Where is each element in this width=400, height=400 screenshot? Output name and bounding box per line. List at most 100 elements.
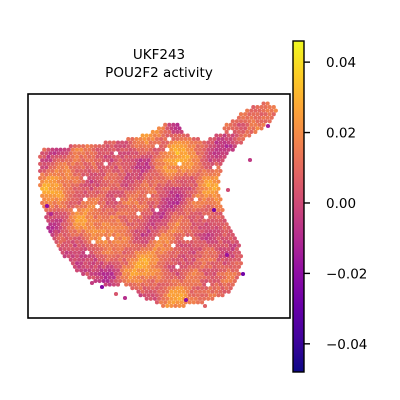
spot xyxy=(181,282,186,287)
spot xyxy=(175,151,180,156)
spot xyxy=(101,179,106,184)
spot xyxy=(200,144,205,149)
spot xyxy=(52,151,57,156)
spot xyxy=(122,158,127,163)
spot xyxy=(52,186,57,191)
spot xyxy=(173,296,178,301)
spot xyxy=(81,200,86,205)
spot xyxy=(120,176,125,181)
spot xyxy=(193,154,198,159)
spot xyxy=(120,161,125,166)
spot xyxy=(111,176,116,181)
spot xyxy=(146,172,151,177)
spot xyxy=(163,300,168,305)
spot xyxy=(50,161,55,166)
spot xyxy=(208,208,213,213)
spot xyxy=(185,289,190,294)
spot xyxy=(150,193,155,198)
spot xyxy=(195,236,200,241)
spot xyxy=(138,179,143,184)
spot xyxy=(226,275,231,280)
spot xyxy=(253,108,258,113)
spot xyxy=(179,165,184,170)
spot xyxy=(253,122,258,127)
spot xyxy=(187,293,192,298)
spot xyxy=(206,204,211,209)
spot xyxy=(52,193,57,198)
spot xyxy=(136,218,141,223)
spot xyxy=(144,211,149,216)
spot xyxy=(142,222,147,227)
spot xyxy=(195,279,200,284)
spot xyxy=(216,236,221,241)
spot xyxy=(97,279,102,284)
spot xyxy=(97,186,102,191)
spot xyxy=(208,279,213,284)
spot xyxy=(150,229,155,234)
spot xyxy=(140,261,145,266)
spot xyxy=(58,147,63,152)
spot xyxy=(218,211,223,216)
spot xyxy=(202,239,207,245)
spot xyxy=(238,254,244,259)
spot xyxy=(210,204,215,209)
spot xyxy=(200,264,205,269)
spot xyxy=(120,211,125,216)
spot xyxy=(173,161,178,166)
spot xyxy=(136,197,141,202)
spot xyxy=(46,176,51,181)
spot xyxy=(72,215,77,220)
spot xyxy=(187,222,192,227)
spot xyxy=(204,222,209,227)
spot xyxy=(79,154,84,159)
spot xyxy=(195,243,200,248)
spot xyxy=(224,236,229,241)
spot xyxy=(214,261,219,266)
spot xyxy=(140,190,145,195)
spot xyxy=(40,172,45,177)
spot xyxy=(58,176,63,181)
spot xyxy=(154,151,159,156)
spot xyxy=(169,225,174,230)
spot xyxy=(165,161,170,166)
spot xyxy=(89,151,94,156)
spot xyxy=(101,186,106,191)
spot xyxy=(224,243,229,248)
spot xyxy=(222,239,227,245)
spot xyxy=(122,250,127,255)
spot xyxy=(79,268,84,273)
spot xyxy=(77,179,82,184)
spot xyxy=(218,232,223,237)
spot xyxy=(161,176,166,181)
spot xyxy=(148,275,153,280)
spot xyxy=(206,268,211,273)
spot xyxy=(113,257,118,262)
spot xyxy=(107,268,112,273)
spot xyxy=(87,254,92,259)
spot xyxy=(56,186,61,191)
spot xyxy=(212,137,217,142)
spot xyxy=(183,286,188,291)
spot xyxy=(89,165,94,170)
spot xyxy=(91,176,96,181)
spot xyxy=(191,300,196,305)
spot xyxy=(156,176,162,181)
spot xyxy=(165,275,170,280)
spot xyxy=(161,133,166,138)
spot xyxy=(161,218,166,223)
spot xyxy=(142,293,147,298)
spot xyxy=(97,271,102,277)
spot xyxy=(54,197,59,202)
spot xyxy=(105,144,110,149)
spot xyxy=(97,165,102,170)
spot xyxy=(183,229,188,234)
spot xyxy=(77,215,82,220)
spot xyxy=(181,225,186,230)
spot xyxy=(136,147,141,152)
spot xyxy=(122,179,127,184)
spot xyxy=(159,250,164,255)
spot xyxy=(113,208,118,213)
spot xyxy=(169,176,174,181)
spot xyxy=(107,232,112,237)
spot xyxy=(173,176,178,181)
